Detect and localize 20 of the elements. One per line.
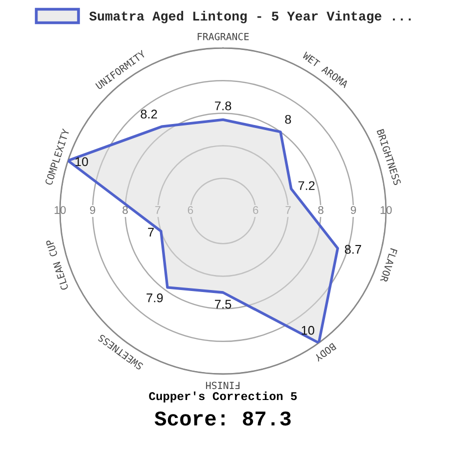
y-tick-label: 9 <box>90 206 96 214</box>
spoke-label: FINISH <box>206 382 240 390</box>
data-label: 7.5 <box>214 300 232 309</box>
data-label: 8.2 <box>140 110 157 119</box>
legend-label: Sumatra Aged Lintong - 5 Year Vintage ... <box>89 10 411 24</box>
data-label: 7.9 <box>146 293 163 302</box>
data-label: 10 <box>302 326 314 335</box>
text: Cupper's Correction 5 <box>149 391 297 403</box>
data-label: 8 <box>285 114 291 124</box>
data-label: 7.8 <box>214 101 232 110</box>
spoke-label: FRAGRANCE <box>198 32 249 40</box>
spoke-label: CLEAN CUP <box>46 239 69 290</box>
text: Score: 87.3 <box>154 411 291 426</box>
y-tick-label: 9 <box>350 206 356 214</box>
y-tick-label: 6 <box>188 206 193 214</box>
y-tick-label: 6 <box>253 206 258 214</box>
data-label: 10 <box>76 157 88 166</box>
data-label: 7.2 <box>298 181 315 190</box>
data-label: 8.7 <box>344 244 362 254</box>
data-label: 7 <box>148 228 154 237</box>
